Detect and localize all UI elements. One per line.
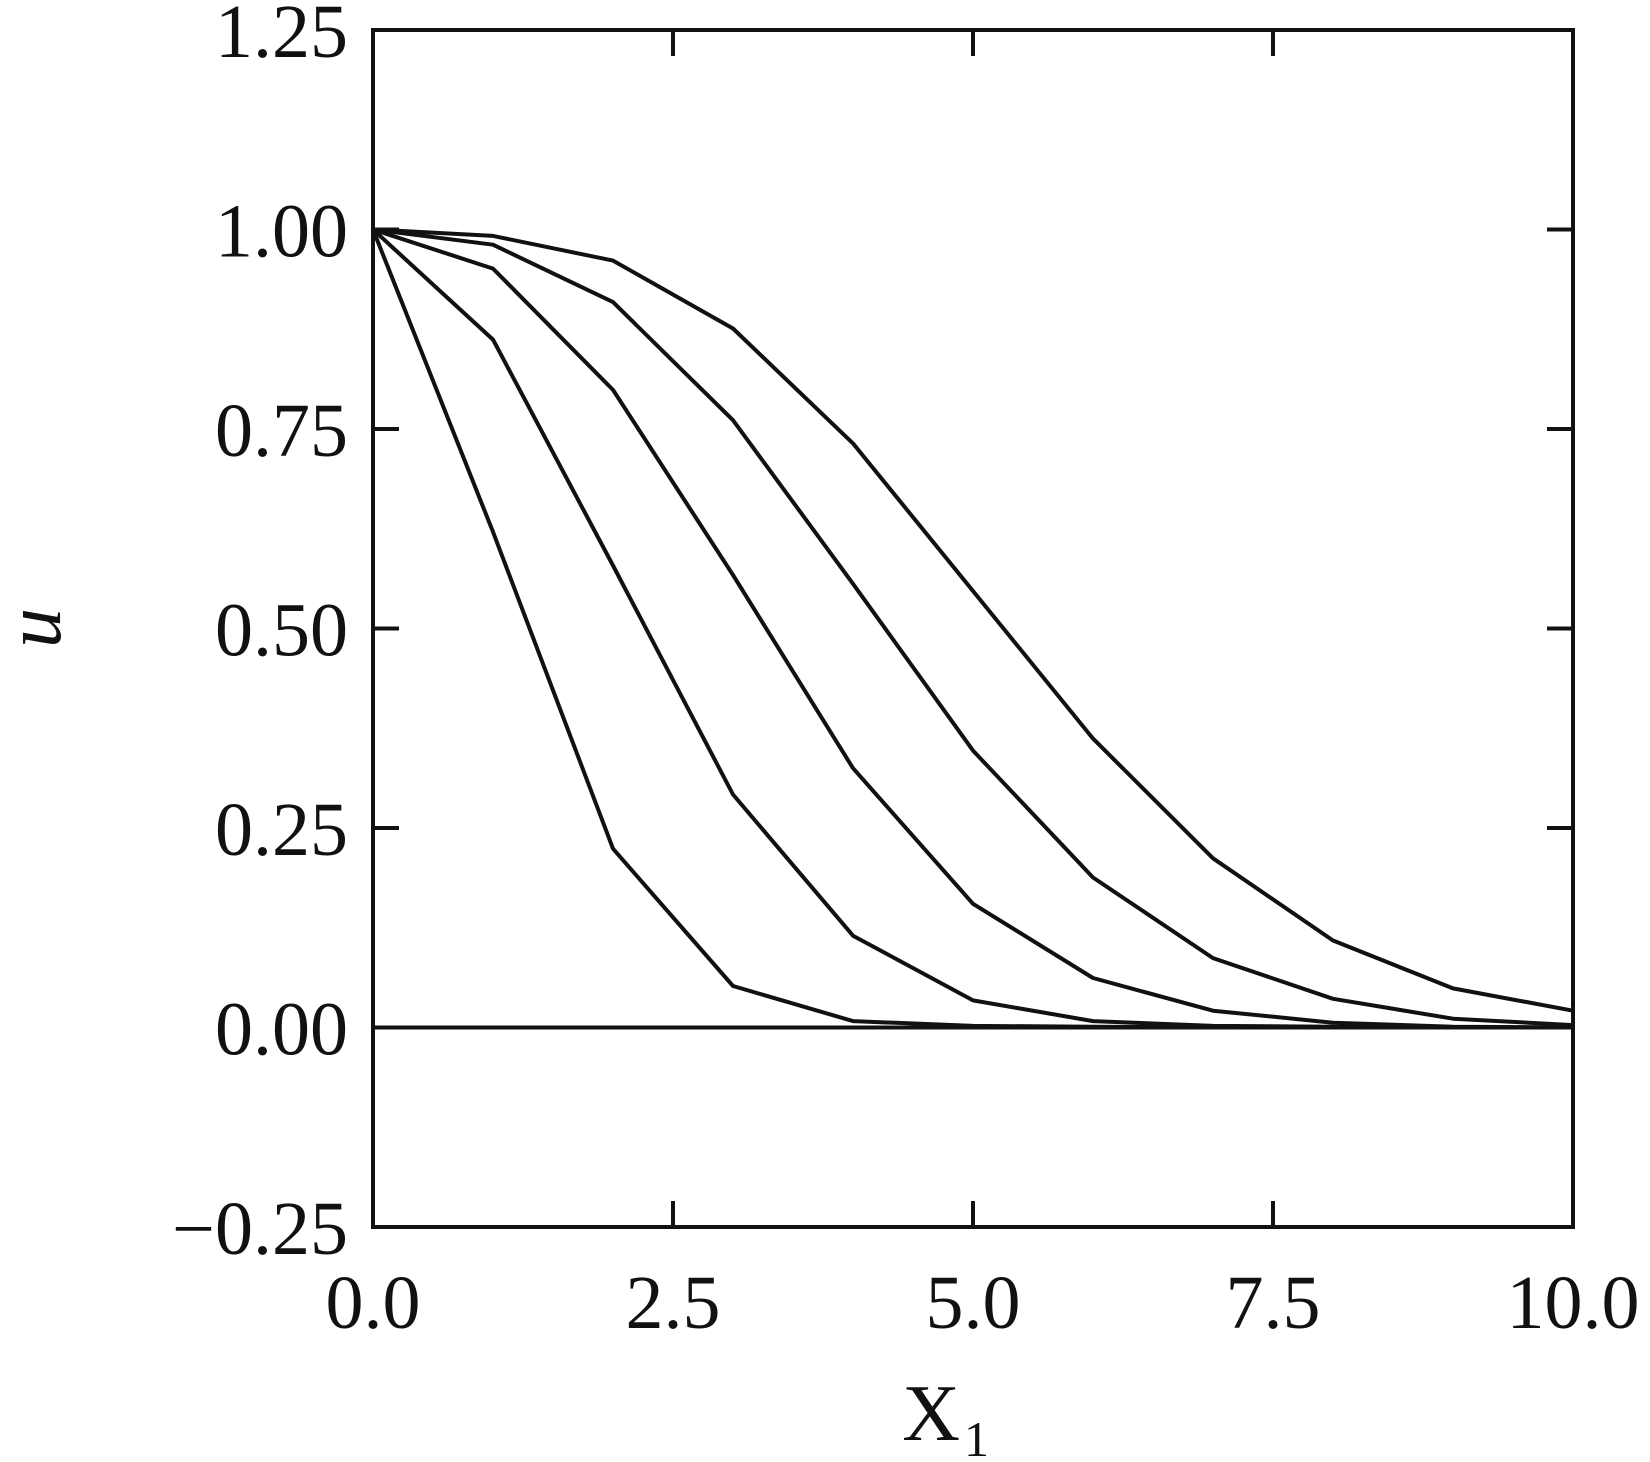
- x-tick-label: 10.0: [1507, 1261, 1640, 1345]
- y-tick-labels: −0.25 0.00 0.25 0.50 0.75 1.00 1.25: [172, 0, 348, 1271]
- series-line-4: [372, 227, 1574, 1028]
- y-tick-label: 1.00: [215, 190, 348, 274]
- plot-frame: [371, 28, 1575, 1229]
- x-tick-label: 2.5: [626, 1261, 721, 1345]
- y-axis-label: u: [0, 608, 78, 648]
- x-tick-label: 0.0: [326, 1261, 421, 1345]
- series-line-5: [372, 227, 1574, 1013]
- x-tick-label: 5.0: [926, 1261, 1021, 1345]
- y-tick-label: 0.75: [215, 389, 348, 473]
- x-axis-label: X: [902, 1370, 960, 1458]
- series-line-2: [371, 228, 1573, 1030]
- tick-layer: [371, 28, 1575, 1229]
- series-layer: [371, 227, 1574, 1030]
- x-axis-label-subscript: 1: [964, 1411, 989, 1462]
- y-tick-label: −0.25: [172, 1187, 348, 1271]
- y-tick-label: 1.25: [215, 0, 348, 74]
- x-tick-labels: 0.0 2.5 5.0 7.5 10.0: [326, 1261, 1640, 1345]
- series-line-3: [372, 227, 1574, 1030]
- y-tick-label: 0.50: [215, 589, 348, 673]
- y-tick-label: 0.25: [215, 788, 348, 872]
- x-tick-label: 7.5: [1226, 1261, 1321, 1345]
- series-line-1: [371, 228, 1573, 1030]
- y-tick-label: 0.00: [215, 988, 348, 1072]
